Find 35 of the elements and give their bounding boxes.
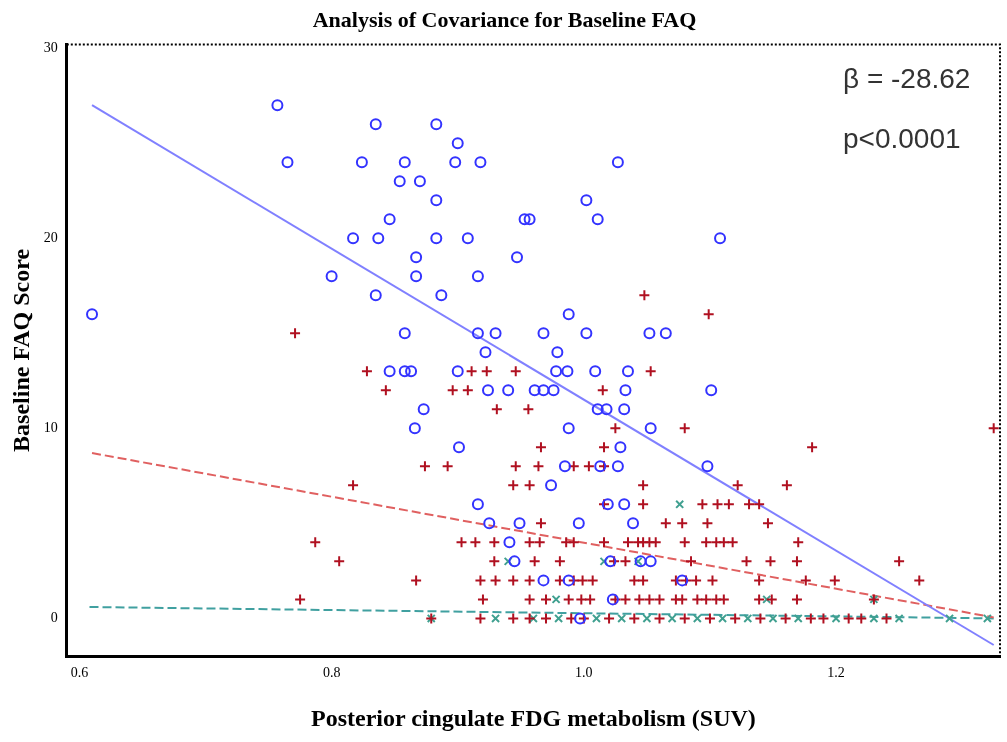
x-tick-label: 1.2 — [827, 665, 845, 681]
point — [642, 613, 652, 623]
point — [675, 499, 685, 509]
x-axis-title: Posterior cingulate FDG metabolism (SUV) — [310, 704, 756, 731]
y-tick-label: 10 — [43, 420, 58, 435]
point — [554, 613, 564, 623]
x-tick-label: 1.0 — [575, 665, 593, 681]
point — [692, 613, 702, 623]
point — [743, 613, 753, 623]
y-tick-label: 20 — [43, 229, 58, 245]
point — [945, 613, 955, 623]
annotation: p<0.0001 — [843, 122, 961, 154]
point — [869, 613, 879, 623]
y-tick-label: 30 — [43, 39, 58, 55]
annotation: β = -28.62 — [843, 62, 971, 94]
point — [768, 613, 778, 623]
y-axis-title: Baseline FAQ Score — [7, 248, 34, 452]
point — [551, 594, 561, 604]
point — [591, 613, 601, 623]
point — [894, 613, 904, 623]
chart-title: Analysis of Covariance for Baseline FAQ — [312, 6, 697, 32]
point — [667, 613, 677, 623]
point — [491, 613, 501, 623]
x-tick-label: 0.6 — [70, 665, 89, 681]
y-tick-label: 0 — [50, 610, 58, 626]
point — [762, 594, 772, 604]
point — [793, 613, 803, 623]
x-tick-label: 0.8 — [322, 665, 341, 681]
point — [617, 613, 627, 623]
point — [633, 556, 643, 566]
point — [599, 556, 609, 566]
point — [831, 613, 841, 623]
point — [718, 613, 728, 623]
point — [982, 613, 992, 623]
point — [503, 556, 513, 566]
